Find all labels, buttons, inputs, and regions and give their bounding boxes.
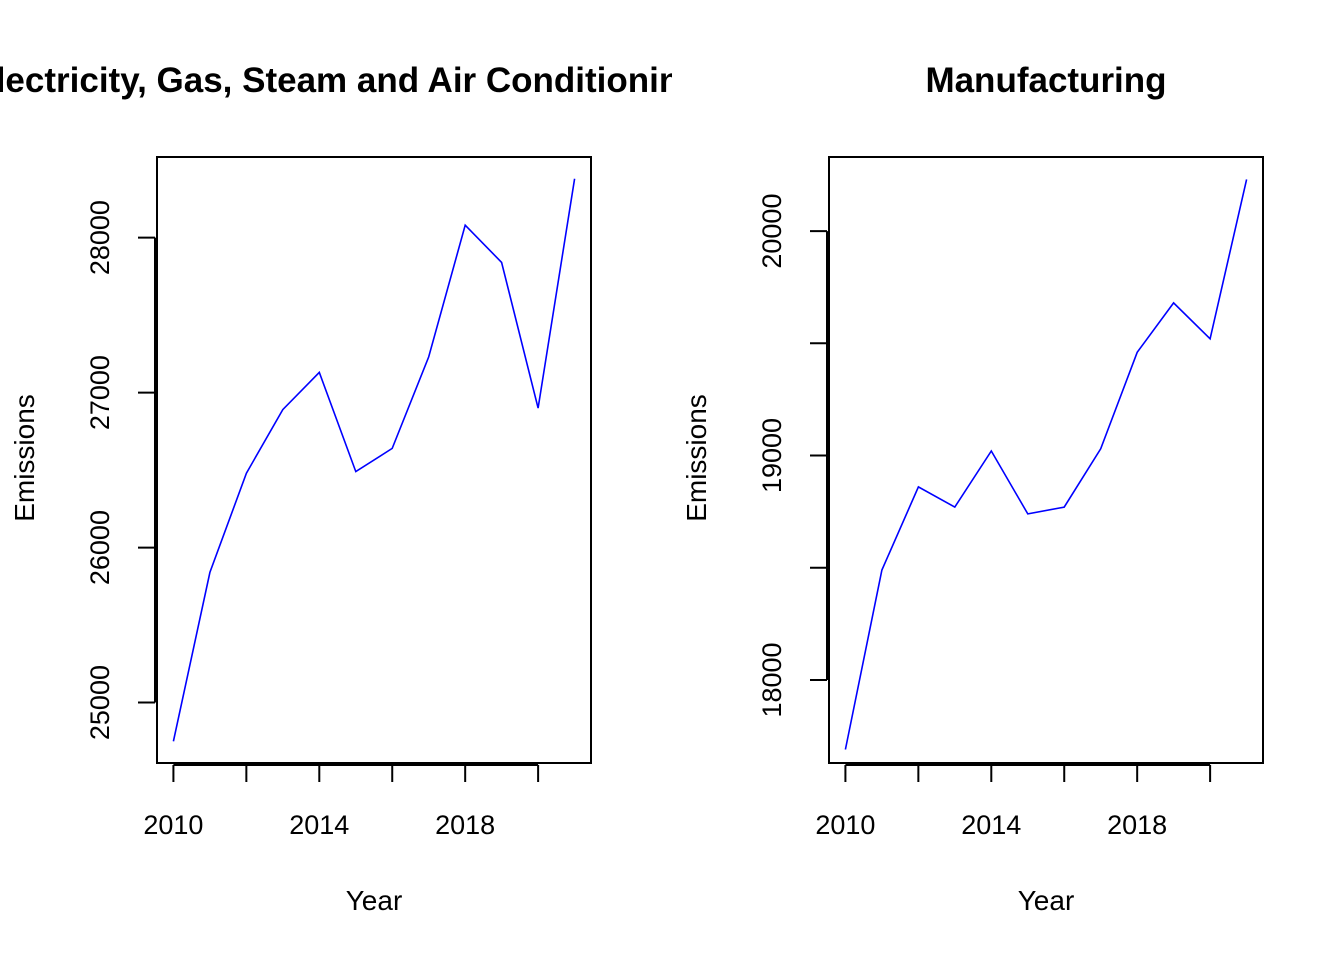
chart-panel-electricity: Electricity, Gas, Steam and Air Conditio… bbox=[0, 61, 702, 916]
y-axis-label: Emissions bbox=[9, 394, 40, 522]
series-line bbox=[844, 179, 1248, 750]
plot-box bbox=[156, 156, 592, 764]
y-tick-label: 18000 bbox=[757, 642, 787, 717]
y-tick-label: 27000 bbox=[85, 355, 115, 430]
y-axis: 25000 26000 27000 28000 bbox=[85, 200, 156, 740]
y-tick-label: 19000 bbox=[757, 418, 787, 493]
x-tick-label: 2018 bbox=[435, 810, 495, 840]
y-tick-label: 26000 bbox=[85, 510, 115, 585]
plot-box bbox=[828, 156, 1264, 764]
x-tick-label: 2010 bbox=[815, 810, 875, 840]
y-tick-label: 20000 bbox=[757, 194, 787, 269]
x-tick-label: 2014 bbox=[289, 810, 349, 840]
x-axis-label: Year bbox=[346, 885, 403, 916]
series-line bbox=[172, 178, 576, 742]
chart-title: Manufacturing bbox=[925, 61, 1166, 100]
y-axis: 18000 19000 20000 bbox=[757, 194, 828, 718]
x-axis: 2010 2014 2018 bbox=[143, 764, 540, 840]
chart-panel-manufacturing: Manufacturing 2010 2014 2018 18000 19000 200… bbox=[681, 61, 1264, 916]
x-axis-label: Year bbox=[1018, 885, 1075, 916]
x-axis: 2010 2014 2018 bbox=[815, 764, 1212, 840]
chart-title: Electricity, Gas, Steam and Air Conditio… bbox=[0, 61, 702, 100]
x-tick-label: 2010 bbox=[143, 810, 203, 840]
y-tick-label: 28000 bbox=[85, 200, 115, 275]
y-tick-label: 25000 bbox=[85, 665, 115, 740]
y-axis-label: Emissions bbox=[681, 394, 712, 522]
x-tick-label: 2018 bbox=[1107, 810, 1167, 840]
x-tick-label: 2014 bbox=[961, 810, 1021, 840]
